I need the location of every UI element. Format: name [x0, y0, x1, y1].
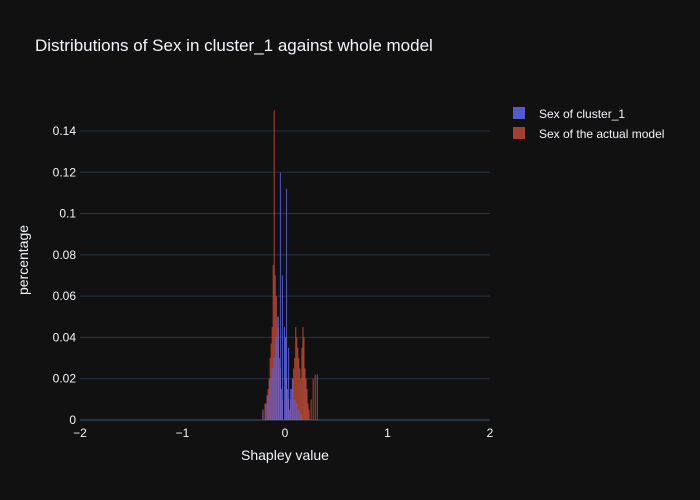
bar-cluster[interactable]: [279, 172, 281, 420]
y-tick-label: 0.06: [53, 289, 77, 303]
bar-actual-model[interactable]: [285, 337, 287, 420]
bar-actual-model[interactable]: [272, 265, 274, 420]
bar-actual-model[interactable]: [278, 358, 280, 420]
bar-actual-model[interactable]: [264, 403, 266, 420]
legend-item-cluster[interactable]: Sex of cluster_1: [513, 107, 625, 121]
bar-actual-model[interactable]: [302, 327, 304, 420]
bar-actual-model[interactable]: [303, 337, 305, 420]
bar-actual-model[interactable]: [316, 374, 318, 420]
bar-cluster[interactable]: [271, 368, 273, 420]
bar-actual-model[interactable]: [293, 368, 295, 420]
bar-actual-model[interactable]: [276, 316, 278, 420]
y-tick-label: 0.04: [53, 330, 77, 344]
y-tick-label: 0.14: [53, 124, 77, 138]
bar-actual-model[interactable]: [287, 389, 289, 420]
bar-actual-model[interactable]: [306, 389, 308, 420]
bar-actual-model[interactable]: [298, 358, 300, 420]
bar-cluster[interactable]: [277, 316, 279, 420]
bar-cluster[interactable]: [294, 399, 296, 420]
bar-actual-model[interactable]: [307, 403, 309, 420]
legend-label-actual-model: Sex of the actual model: [539, 127, 664, 141]
bar-cluster[interactable]: [281, 275, 283, 420]
x-tick-label: 2: [487, 426, 494, 440]
bar-cluster[interactable]: [298, 409, 300, 420]
bar-cluster[interactable]: [267, 395, 269, 420]
x-tick-label: −2: [73, 426, 87, 440]
bar-actual-model[interactable]: [310, 399, 312, 420]
x-axis-title: Shapley value: [241, 447, 329, 463]
legend-swatch-actual-model: [513, 127, 525, 139]
bar-actual-model[interactable]: [268, 378, 270, 420]
bars: [262, 110, 318, 421]
x-tick-label: 0: [282, 426, 289, 440]
bar-actual-model[interactable]: [299, 368, 301, 420]
y-tick-label: 0: [69, 413, 76, 427]
bar-cluster[interactable]: [273, 358, 275, 420]
bar-actual-model[interactable]: [296, 337, 298, 420]
bar-actual-model[interactable]: [274, 275, 276, 420]
legend: Sex of cluster_1 Sex of the actual model: [513, 107, 664, 141]
bar-actual-model[interactable]: [301, 347, 303, 420]
legend-item-actual-model[interactable]: Sex of the actual model: [513, 127, 664, 141]
bar-actual-model[interactable]: [291, 389, 293, 420]
bar-actual-model[interactable]: [305, 378, 307, 420]
bar-actual-model[interactable]: [273, 110, 275, 421]
bar-cluster[interactable]: [292, 378, 294, 420]
legend-swatch-cluster: [513, 107, 525, 119]
bar-actual-model[interactable]: [308, 409, 310, 420]
y-tick-label: 0.02: [53, 372, 77, 386]
bar-actual-model[interactable]: [295, 327, 297, 420]
bar-actual-model[interactable]: [289, 409, 291, 420]
y-tick-label: 0.1: [59, 207, 76, 221]
legend-label-cluster: Sex of cluster_1: [539, 107, 625, 121]
bar-cluster[interactable]: [300, 413, 302, 420]
bar-cluster[interactable]: [290, 389, 292, 420]
x-tick-label: −1: [176, 426, 190, 440]
bar-cluster[interactable]: [275, 337, 277, 420]
bar-actual-model[interactable]: [297, 347, 299, 420]
bar-actual-model[interactable]: [304, 368, 306, 420]
bar-cluster[interactable]: [269, 378, 271, 420]
bar-cluster[interactable]: [265, 403, 267, 420]
bar-cluster[interactable]: [288, 347, 290, 420]
axes: 0 0.02 0.04 0.06 0.08 0.1 0.12 0.14 −2 −1 0 1 2: [53, 124, 494, 440]
bar-actual-model[interactable]: [270, 343, 272, 420]
bar-actual-model[interactable]: [280, 389, 282, 420]
bar-cluster[interactable]: [283, 327, 285, 420]
grid-lines: [80, 130, 490, 421]
bar-cluster[interactable]: [286, 188, 288, 420]
bar-actual-model[interactable]: [294, 358, 296, 420]
chart-title: Distributions of Sex in cluster_1 agains…: [35, 36, 433, 55]
bar-cluster[interactable]: [262, 409, 264, 420]
y-axis-title: percentage: [15, 225, 31, 295]
y-tick-label: 0.08: [53, 248, 77, 262]
bar-actual-model[interactable]: [266, 395, 268, 420]
bar-actual-model[interactable]: [300, 378, 302, 420]
bar-actual-model[interactable]: [312, 378, 314, 420]
y-tick-label: 0.12: [53, 165, 77, 179]
x-tick-label: 1: [384, 426, 391, 440]
bar-actual-model[interactable]: [314, 374, 316, 420]
bar-cluster[interactable]: [296, 403, 298, 420]
